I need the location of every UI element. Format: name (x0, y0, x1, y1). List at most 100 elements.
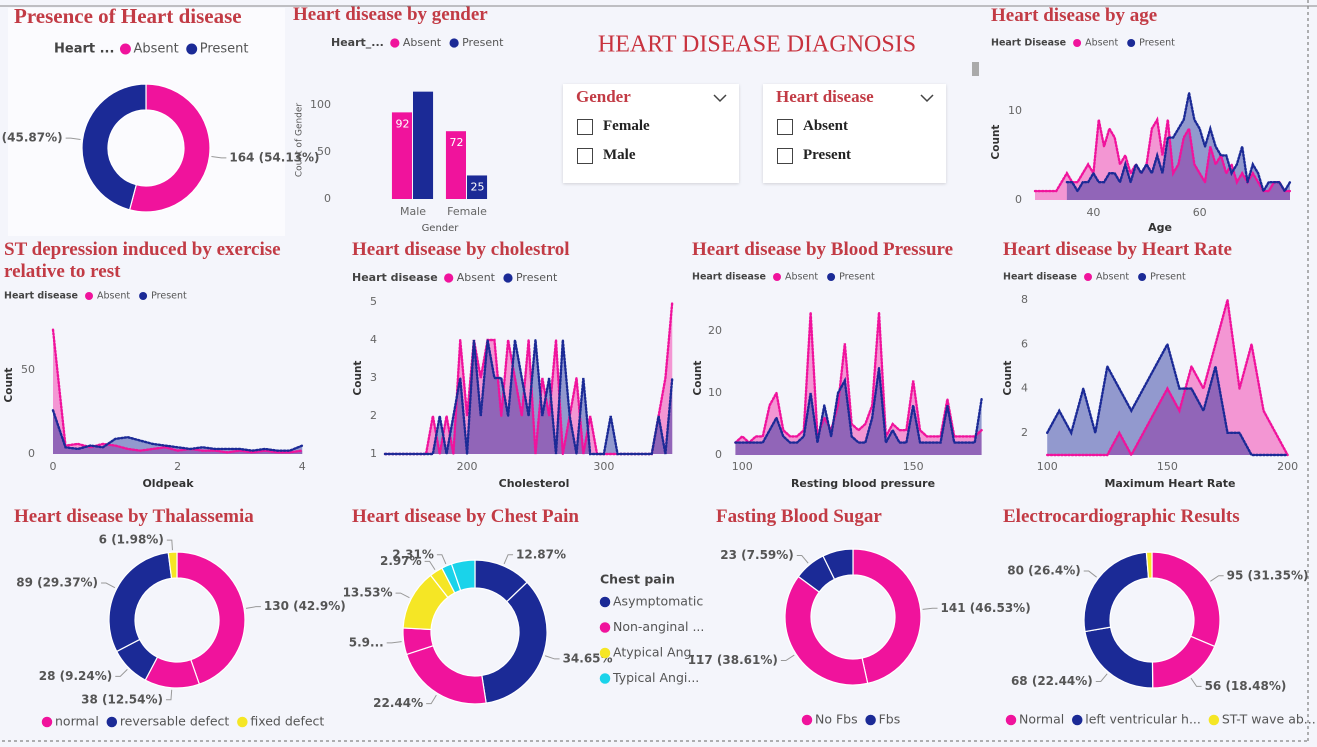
data-label: 28 (9.24%) (39, 669, 112, 683)
legend-label: Present (462, 36, 504, 49)
slicer: Gender Female Male (563, 84, 739, 183)
data-label: 13.53% (343, 586, 393, 600)
chart-title: Fasting Blood Sugar (716, 506, 882, 527)
legend-label: normal (55, 714, 99, 729)
x-tick-label: 40 (1086, 206, 1100, 219)
y-axis-label: Count (1002, 361, 1014, 396)
data-label: 22.44% (373, 696, 423, 710)
legend-marker (1073, 39, 1082, 47)
data-label: 139 (45.87%) (0, 131, 63, 145)
legend-label: Present (200, 42, 249, 57)
dropdown[interactable] (920, 94, 934, 103)
y-tick-label: 1 (370, 447, 377, 460)
legend-marker (865, 714, 876, 726)
legend-marker (119, 43, 131, 55)
legend-label: reversable defect (120, 714, 230, 729)
legend-label: Present (839, 272, 875, 283)
leader-line (395, 592, 410, 599)
line (51, 328, 304, 454)
bar (391, 112, 412, 199)
legend-marker (449, 38, 459, 48)
chart-title: Heart disease by Heart Rate (1003, 239, 1232, 260)
line (1065, 92, 1292, 195)
legend-label: Absent (1085, 38, 1118, 49)
legend-marker (503, 273, 513, 283)
chart-title: Heart disease by age (991, 5, 1158, 26)
chart-title: Heart disease by Thalassemia (14, 506, 254, 527)
area (53, 329, 303, 454)
slicer-item[interactable]: Female (577, 118, 650, 135)
data-label: 164 (54.13%) (229, 150, 319, 164)
x-tick-label: 150 (903, 460, 924, 473)
area (385, 302, 673, 454)
chart-title: ST depression induced by exercise relati… (4, 239, 281, 282)
x-axis-label: Cholesterol (499, 477, 570, 490)
data-label: 117 (38.61%) (688, 653, 778, 667)
bar (467, 175, 488, 199)
chart-title: Heart disease by Blood Pressure (692, 239, 954, 260)
y-axis-label: Count (692, 361, 704, 396)
donut-slice (450, 559, 476, 592)
donut-slice (1083, 551, 1150, 633)
slicer-item[interactable]: Present (777, 147, 851, 164)
legend-marker (599, 596, 611, 608)
data-label: 95 (31.35%) (1227, 568, 1309, 582)
y-tick-label: 20 (708, 324, 722, 337)
y-tick-label: 10 (708, 386, 722, 399)
y-tick-label: 50 (21, 363, 35, 376)
data-label: 130 (42.9%) (264, 599, 346, 613)
data-label: 23 (7.59%) (720, 548, 793, 562)
x-axis-label: Age (1148, 221, 1172, 234)
y-tick-label: 10 (1008, 104, 1022, 117)
x-axis-label: Maximum Heart Rate (1104, 477, 1235, 490)
dropdown[interactable] (713, 94, 727, 103)
chart-title: Heart disease by Chest Pain (352, 506, 579, 527)
leader-line (1095, 673, 1108, 682)
y-tick-label: 2 (1021, 426, 1028, 439)
donut-slice (1145, 551, 1153, 579)
legend-marker (186, 43, 198, 55)
x-tick-label: 100 (732, 460, 753, 473)
legend-label: No Fbs (815, 712, 858, 727)
legend-marker (1208, 714, 1220, 726)
legend-title: Heart disease (4, 291, 78, 302)
leader-line (1210, 575, 1224, 582)
data-label: 72 (449, 136, 463, 149)
chart-title: Presence of Heart disease (14, 4, 242, 28)
legend-marker (41, 716, 53, 728)
area (735, 312, 982, 455)
slicer-title: Gender (576, 87, 631, 106)
legend-marker (1127, 39, 1136, 47)
leader-line (65, 137, 81, 140)
x-tick-label: 200 (457, 460, 478, 473)
leader-line (386, 641, 402, 644)
legend-marker (390, 38, 400, 48)
slicer-item[interactable]: Absent (777, 118, 848, 135)
donut-slice (128, 83, 211, 213)
y-tick-label: 2 (370, 409, 377, 422)
data-label: 25 (471, 180, 485, 193)
x-axis-label: Oldpeak (142, 477, 194, 490)
legend-marker (773, 273, 782, 281)
bar (445, 131, 466, 199)
legend-label: Absent (785, 272, 818, 283)
data-label: 12.87% (516, 547, 566, 561)
y-axis-label: Count of Gender (295, 103, 305, 178)
leader-line (426, 694, 437, 705)
legend-marker (827, 273, 836, 281)
x-tick-label: 100 (1037, 460, 1058, 473)
y-tick-label: 3 (370, 371, 377, 384)
line (1046, 341, 1289, 457)
donut-slice (81, 83, 147, 211)
slicer-item-label: Absent (803, 118, 849, 134)
x-axis-label: Resting blood pressure (791, 477, 935, 490)
legend-label: Normal (1019, 712, 1064, 727)
legend-marker (599, 673, 611, 684)
legend-label: Present (1139, 38, 1175, 49)
bar (413, 91, 434, 199)
x-tick-label: 4 (299, 460, 306, 473)
legend-label: Absent (97, 291, 130, 302)
legend-marker (444, 273, 454, 283)
slicer-item[interactable]: Male (577, 147, 635, 164)
